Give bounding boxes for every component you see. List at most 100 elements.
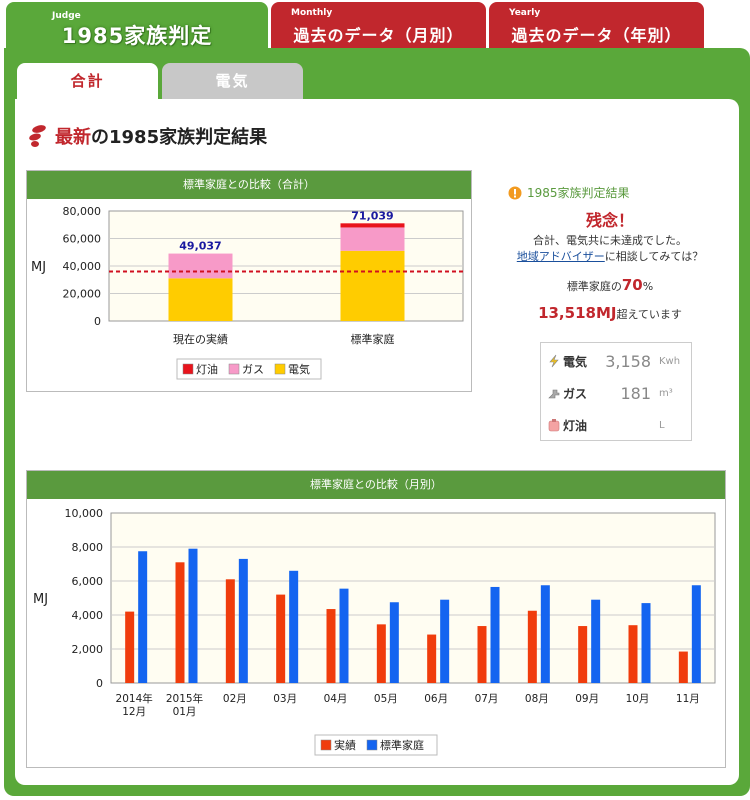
usage-row-electric: 電気 3,158 Kwh — [547, 350, 685, 372]
x-tick-label: 12月 — [122, 706, 146, 718]
gas-icon — [548, 389, 560, 399]
subtab-total[interactable]: 合計 — [17, 63, 158, 99]
title-accent: 最新 — [55, 127, 91, 148]
bar — [376, 624, 386, 683]
x-tick-label: 現在の実績 — [173, 332, 228, 346]
title-text: の1985家族判定結果 — [91, 127, 268, 148]
y-axis-label: MJ — [33, 592, 48, 607]
result-advice: 地域アドバイザーに相談してみては？ — [490, 248, 730, 264]
bar — [138, 551, 148, 683]
pct-suffix: % — [642, 280, 654, 293]
excess-value: 13,518MJ — [538, 304, 617, 322]
bar — [326, 609, 336, 683]
pct-prefix: 標準家庭の — [566, 280, 622, 293]
result-percentage: 標準家庭の70% — [490, 276, 730, 294]
bar — [540, 585, 550, 683]
bar — [678, 651, 688, 683]
tab-monthly[interactable]: Monthly 過去のデータ（月別） — [271, 2, 486, 50]
bar — [238, 558, 248, 683]
bar — [276, 594, 286, 683]
tab-monthly-small-label: Monthly — [291, 8, 333, 18]
y-tick-label: 40,000 — [63, 260, 102, 273]
result-message: 合計、電気共に未達成でした。 — [533, 234, 687, 247]
bar — [628, 625, 638, 683]
x-tick-label: 2014年 — [116, 692, 153, 705]
bar — [527, 610, 537, 683]
y-tick-label: 0 — [96, 677, 103, 690]
y-axis-label: MJ — [31, 260, 46, 275]
x-tick-label: 10月 — [626, 693, 650, 705]
plot-area — [110, 512, 716, 684]
x-tick-label: 03月 — [273, 693, 297, 705]
bar — [477, 626, 487, 683]
y-tick-label: 20,000 — [63, 288, 102, 301]
tab-judge[interactable]: Judge 1985家族判定 — [6, 2, 268, 56]
legend-swatch — [274, 363, 286, 375]
y-tick-label: 8,000 — [72, 541, 104, 554]
advisor-link[interactable]: 地域アドバイザー — [516, 250, 605, 263]
total-comparison-chart: 標準家庭との比較（合計） 0 20,000 40,000 60,000 80,000 MJ… — [26, 170, 472, 392]
bar — [125, 611, 135, 683]
legend-label: 灯油 — [196, 362, 218, 376]
x-tick-label: 06月 — [424, 693, 448, 705]
total-chart-svg: 0 20,000 40,000 60,000 80,000 MJ 49,037 現在の実績 71… — [31, 205, 464, 380]
x-tick-label: 標準家庭 — [351, 332, 395, 346]
y-tick-label: 0 — [94, 315, 101, 328]
bar — [289, 570, 299, 683]
y-tick-label: 2,000 — [72, 643, 104, 656]
tab-monthly-label: 過去のデータ（月別） — [293, 26, 464, 45]
bar — [339, 588, 349, 683]
legend-swatch — [228, 363, 240, 375]
usage-row-kerosene: 灯油 L — [547, 414, 685, 436]
y-tick-label: 80,000 — [63, 205, 102, 218]
usage-row-gas: ガス 181 m³ — [547, 382, 685, 404]
legend-label: ガス — [242, 363, 264, 376]
footprint-icon — [29, 125, 46, 147]
usage-label: 灯油 — [563, 418, 588, 433]
bar-segment — [168, 278, 233, 321]
bar — [591, 599, 601, 683]
usage-unit: L — [659, 419, 665, 431]
usage-summary: 電気 3,158 Kwh ガス 181 m³ 灯油 L — [540, 342, 692, 441]
result-title: 1985家族判定結果 — [508, 184, 630, 201]
tab-yearly[interactable]: Yearly 過去のデータ（年別） — [489, 2, 704, 50]
x-tick-label: 01月 — [173, 706, 197, 718]
tab-judge-small-label: Judge — [52, 11, 81, 21]
data-label: 71,039 — [351, 209, 393, 222]
y-tick-label: 10,000 — [65, 507, 104, 520]
bar — [225, 579, 235, 683]
bar-segment — [168, 253, 233, 279]
advice-text: に相談してみては？ — [604, 250, 704, 263]
bar — [427, 634, 437, 683]
usage-value: 3,158 — [605, 351, 651, 371]
usage-unit: m³ — [659, 387, 673, 399]
bar — [175, 562, 185, 683]
usage-label: ガス — [563, 386, 588, 401]
bar — [490, 586, 500, 683]
x-tick-label: 07月 — [475, 693, 499, 705]
bar — [578, 626, 588, 683]
legend-swatch — [320, 739, 332, 751]
legend-swatch — [366, 739, 378, 751]
x-tick-label: 09月 — [575, 693, 599, 705]
subtab-electric[interactable]: 電気 — [162, 63, 303, 99]
tab-judge-label: 1985家族判定 — [61, 24, 213, 48]
lightning-icon — [549, 354, 559, 368]
legend-label: 実績 — [334, 738, 356, 752]
monthly-comparison-chart: 標準家庭との比較（月別） 0 2,000 4,000 6,000 8,000 10,000… — [26, 470, 726, 768]
chart-title: 標準家庭との比較（合計） — [27, 171, 471, 199]
excess-suffix: 超えています — [616, 308, 682, 321]
bar — [641, 603, 651, 683]
data-label: 49,037 — [179, 240, 221, 253]
x-tick-label: 11月 — [676, 693, 700, 705]
bar — [188, 548, 198, 683]
bar-segment — [340, 223, 405, 228]
bar — [691, 585, 701, 683]
legend-label: 電気 — [288, 362, 310, 376]
x-tick-label: 04月 — [324, 693, 348, 705]
x-tick-label: 05月 — [374, 693, 398, 705]
legend-swatch — [182, 363, 194, 375]
result-excess: 13,518MJ超えています — [490, 304, 730, 322]
